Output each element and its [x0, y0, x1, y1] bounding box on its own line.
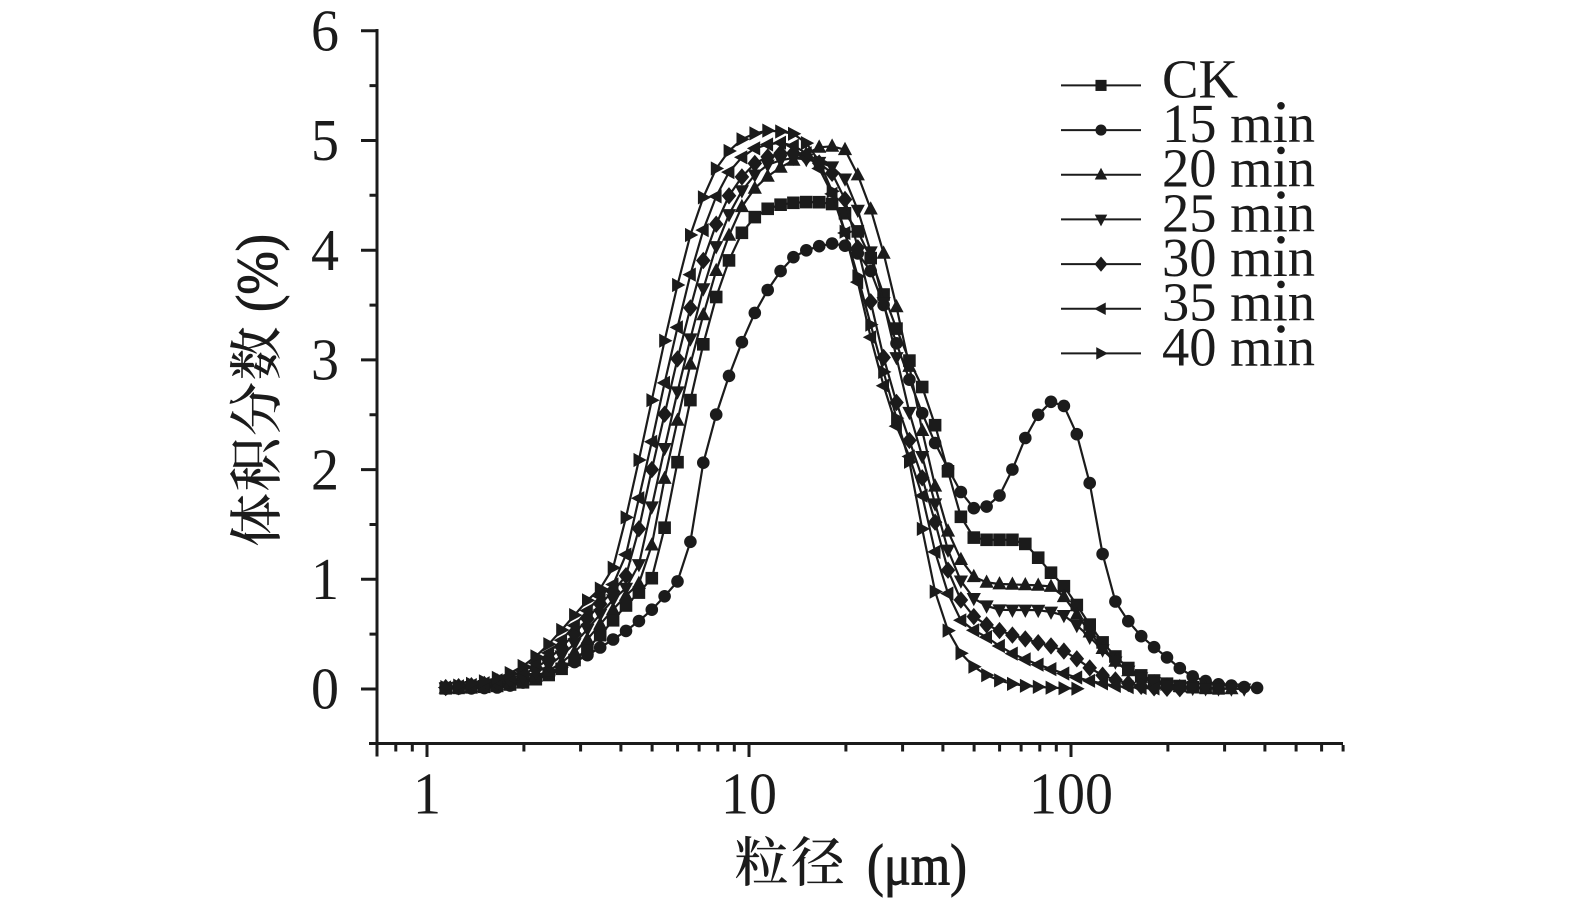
svg-text:0: 0 [311, 656, 339, 722]
svg-text:40 mın: 40 mın [1162, 316, 1315, 377]
svg-text:CK: CK [1162, 48, 1238, 109]
svg-text:25 mın: 25 mın [1162, 182, 1315, 243]
svg-text:1: 1 [311, 546, 339, 612]
svg-text:5: 5 [311, 107, 339, 173]
svg-text:20 mın: 20 mın [1162, 138, 1315, 199]
svg-text:1: 1 [413, 761, 441, 827]
svg-text:35 mın: 35 mın [1162, 272, 1315, 333]
svg-text:(μm): (μm) [867, 833, 967, 898]
svg-text:2: 2 [311, 436, 339, 502]
svg-text:10: 10 [721, 761, 777, 827]
svg-text:3: 3 [311, 327, 339, 393]
svg-text:(%): (%) [225, 234, 290, 312]
svg-text:6: 6 [311, 0, 339, 64]
svg-text:4: 4 [311, 217, 339, 283]
svg-text:30 mın: 30 mın [1162, 227, 1315, 288]
svg-text:15 mın: 15 mın [1162, 93, 1315, 154]
svg-text:100: 100 [1029, 761, 1113, 827]
